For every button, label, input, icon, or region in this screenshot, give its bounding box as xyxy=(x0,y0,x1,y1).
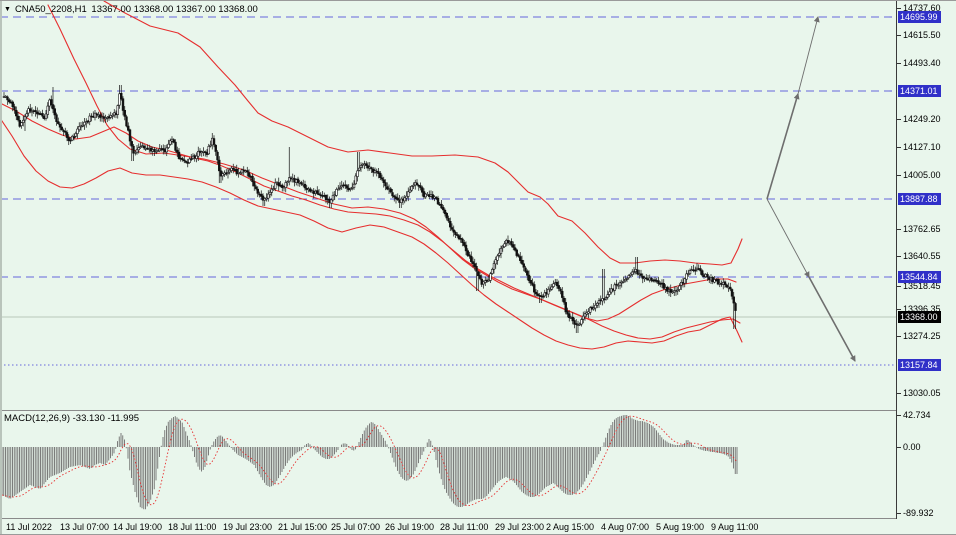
current-price-label: 13368.00 xyxy=(898,311,941,323)
time-label: 29 Jul 23:00 xyxy=(495,522,545,532)
price-tick-label: 13030.05 xyxy=(903,388,941,398)
level-price-label: 13887.88 xyxy=(898,193,941,205)
candles xyxy=(2,85,737,333)
price-tick-label: 14737.60 xyxy=(903,3,941,13)
time-label: 28 Jul 11:00 xyxy=(440,522,489,532)
macd-chart[interactable] xyxy=(0,411,896,518)
price-tick-mark xyxy=(897,147,901,148)
price-chart-pane[interactable]: ▼ CNA50_2208,H1 13367.00 13368.00 13367.0… xyxy=(0,1,896,410)
time-label: 2 Aug 15:00 xyxy=(546,522,595,532)
price-axis[interactable]: 14737.60 14615.50 14493.40 14249.20 14127.10… xyxy=(896,1,956,519)
time-label: 21 Jul 15:00 xyxy=(278,522,328,532)
macd-tick-mark xyxy=(897,447,901,448)
level-price-label: 14371.01 xyxy=(898,85,941,97)
chart-dropdown-icon[interactable]: ▼ xyxy=(4,6,11,13)
time-label: 18 Jul 11:00 xyxy=(168,522,217,532)
time-label: 9 Aug 11:00 xyxy=(711,522,759,532)
time-label: 25 Jul 07:00 xyxy=(331,522,381,532)
price-tick-label: 13274.25 xyxy=(903,331,941,341)
price-tick-label: 13762.65 xyxy=(903,224,941,234)
price-tick-label: 14127.10 xyxy=(903,142,941,152)
price-tick-mark xyxy=(897,336,901,337)
time-label: 13 Jul 07:00 xyxy=(60,522,110,532)
time-label: 14 Jul 19:00 xyxy=(113,522,163,532)
macd-tick-mark xyxy=(897,415,901,416)
time-label: 4 Aug 07:00 xyxy=(601,522,650,532)
symbol-label: CNA50_2208,H1 xyxy=(14,4,87,15)
price-tick-mark xyxy=(897,35,901,36)
macd-pane[interactable]: MACD(12,26,9) -33.130 -11.995 xyxy=(0,410,896,519)
macd-tick-label: 0.00 xyxy=(903,442,921,452)
macd-tick-label: 42.734 xyxy=(903,410,931,420)
price-tick-mark xyxy=(897,119,901,120)
price-tick-label: 14005.00 xyxy=(903,170,941,180)
price-tick-mark xyxy=(897,286,901,287)
price-tick-label: 13396.35 xyxy=(903,304,941,314)
price-tick-mark xyxy=(897,256,901,257)
price-tick-mark xyxy=(897,393,901,394)
price-tick-label: 13518.45 xyxy=(903,281,941,291)
macd-tick-mark xyxy=(897,513,901,514)
level-price-label: 13157.84 xyxy=(898,359,941,371)
price-chart[interactable] xyxy=(0,1,896,410)
price-tick-label: 14249.20 xyxy=(903,114,941,124)
time-label: 19 Jul 23:00 xyxy=(223,522,273,532)
price-tick-label: 14493.40 xyxy=(903,58,941,68)
price-tick-mark xyxy=(897,63,901,64)
price-tick-mark xyxy=(897,309,901,310)
price-tick-mark xyxy=(897,229,901,230)
ohlc-values: 13367.00 13368.00 13367.00 13368.00 xyxy=(91,4,258,15)
time-axis[interactable]: 11 Jul 2022 13 Jul 07:00 14 Jul 19:00 18 Ju… xyxy=(0,519,956,534)
price-tick-mark xyxy=(897,175,901,176)
price-tick-label: 14615.50 xyxy=(903,30,941,40)
level-price-label: 13544.84 xyxy=(898,271,941,283)
price-tick-mark xyxy=(897,8,901,9)
price-tick-label: 13640.55 xyxy=(903,251,941,261)
time-label: 26 Jul 19:00 xyxy=(385,522,435,532)
time-label: 5 Aug 19:00 xyxy=(656,522,705,532)
symbol-header: ▼ CNA50_2208,H1 13367.00 13368.00 13367.0… xyxy=(4,4,260,15)
level-price-label: 14695.99 xyxy=(898,11,941,23)
macd-indicator-label: MACD(12,26,9) -33.130 -11.995 xyxy=(4,413,140,424)
macd-tick-label: -89.932 xyxy=(903,508,934,518)
trend-arrows[interactable] xyxy=(766,16,856,362)
time-label: 11 Jul 2022 xyxy=(6,522,52,532)
